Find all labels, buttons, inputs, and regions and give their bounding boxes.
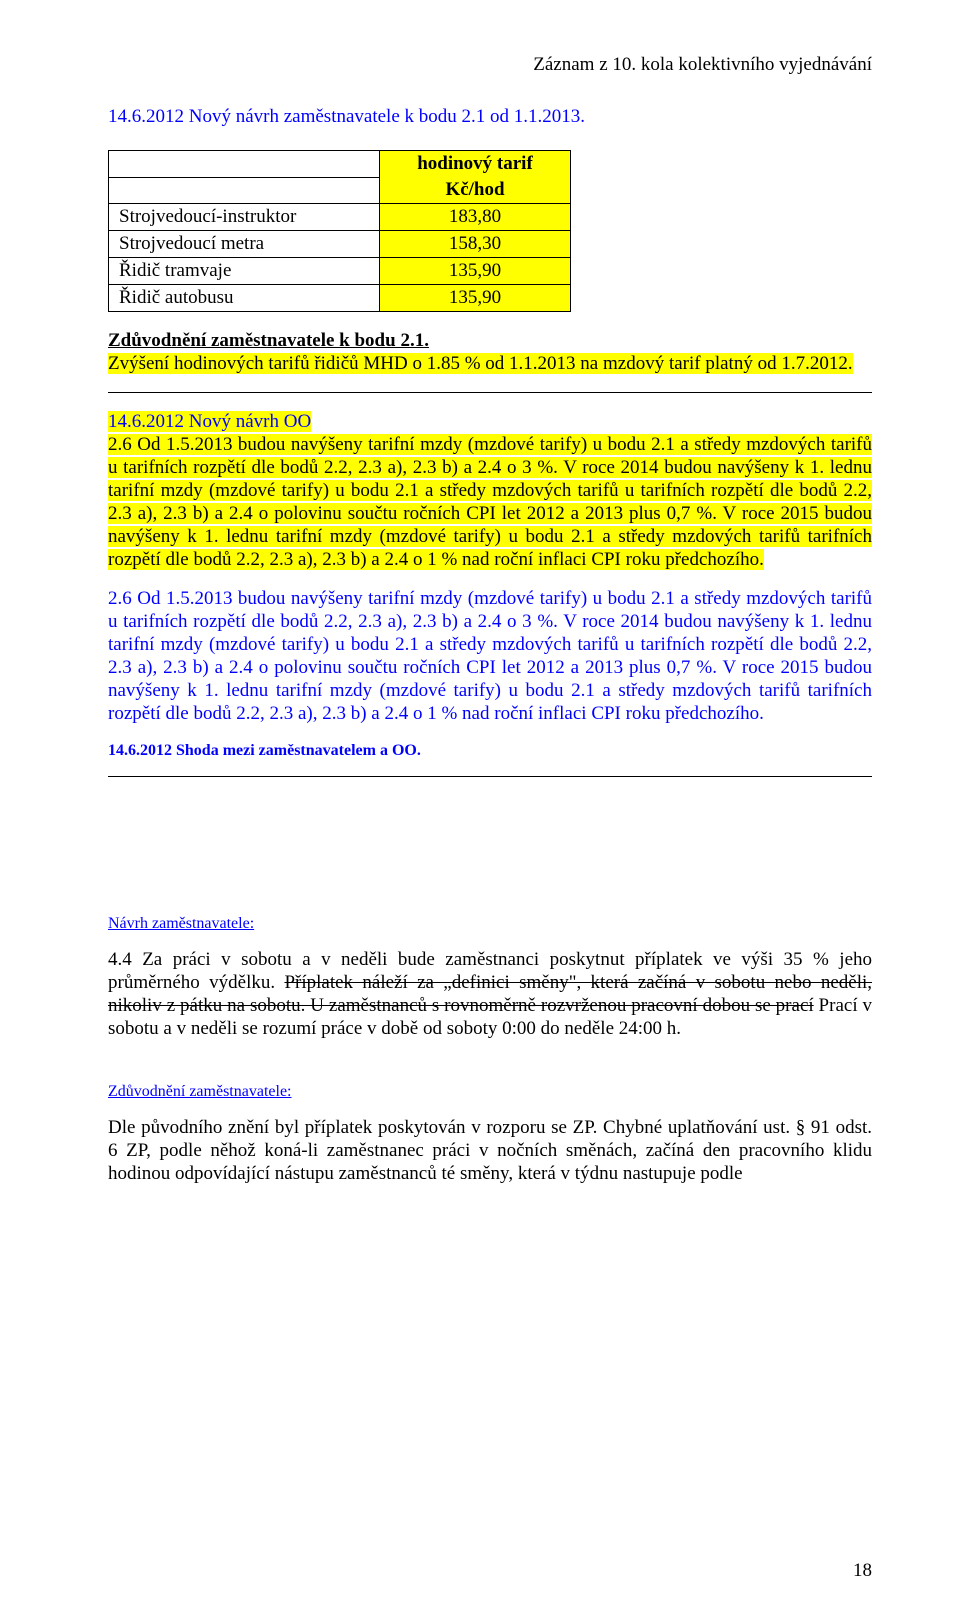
agreement-line: 14.6.2012 Shoda mezi zaměstnavatelem a O… [108, 742, 872, 760]
spacer [108, 795, 872, 915]
section-title-new-employer-proposal: 14.6.2012 Nový návrh zaměstnavatele k bo… [108, 106, 872, 128]
employer-proposal-title: Návrh zaměstnavatele: [108, 915, 254, 932]
divider [108, 392, 872, 393]
oo-proposal-block: 14.6.2012 Nový návrh OO 2.6 Od 1.5.2013 … [108, 411, 872, 572]
hourly-tariff-table: hodinový tarif Kč/hod Strojvedoucí-instr… [108, 150, 571, 312]
spacer [108, 1057, 872, 1083]
row-label: Strojvedoucí-instruktor [109, 204, 380, 231]
agreement-text: 14.6.2012 Shoda mezi zaměstnavatelem a O… [108, 742, 421, 759]
row-value: 183,80 [380, 204, 571, 231]
page-number: 18 [853, 1560, 872, 1582]
row-value: 158,30 [380, 231, 571, 258]
table-subheader-row: Kč/hod [109, 177, 571, 204]
employer-justification-title: Zdůvodnění zaměstnavatele k bodu 2.1. [108, 330, 429, 351]
document-page: Záznam z 10. kola kolektivního vyjednává… [0, 0, 960, 1612]
table-row: Řidič autobusu 135,90 [109, 285, 571, 312]
table-row: Strojvedoucí-instruktor 183,80 [109, 204, 571, 231]
row-label: Strojvedoucí metra [109, 231, 380, 258]
table-header-bot: Kč/hod [380, 177, 571, 204]
agreed-text-blue: 2.6 Od 1.5.2013 budou navýšeny tarifní m… [108, 588, 872, 726]
employer-proposal-body: 4.4 Za práci v sobotu a v neděli bude za… [108, 949, 872, 1041]
employer-justification2-title-block: Zdůvodnění zaměstnavatele: [108, 1083, 872, 1101]
table-subheader-empty [109, 177, 380, 204]
header-record-note: Záznam z 10. kola kolektivního vyjednává… [108, 54, 872, 76]
table-row: Řidič tramvaje 135,90 [109, 258, 571, 285]
employer-justification-body: Zvýšení hodinových tarifů řidičů MHD o 1… [108, 353, 853, 374]
oo-proposal-title: 14.6.2012 Nový návrh OO [108, 411, 311, 432]
table-header-empty [109, 151, 380, 178]
table-row: Strojvedoucí metra 158,30 [109, 231, 571, 258]
row-value: 135,90 [380, 285, 571, 312]
table-header-row: hodinový tarif [109, 151, 571, 178]
row-label: Řidič autobusu [109, 285, 380, 312]
row-value: 135,90 [380, 258, 571, 285]
oo-proposal-body: 2.6 Od 1.5.2013 budou navýšeny tarifní m… [108, 434, 872, 570]
employer-justification-block: Zdůvodnění zaměstnavatele k bodu 2.1. Zv… [108, 330, 872, 376]
employer-proposal-title-block: Návrh zaměstnavatele: [108, 915, 872, 933]
divider [108, 776, 872, 777]
employer-justification2-body: Dle původního znění byl příplatek poskyt… [108, 1117, 872, 1186]
employer-justification2-title: Zdůvodnění zaměstnavatele: [108, 1083, 291, 1100]
table-header-top: hodinový tarif [380, 151, 571, 178]
row-label: Řidič tramvaje [109, 258, 380, 285]
